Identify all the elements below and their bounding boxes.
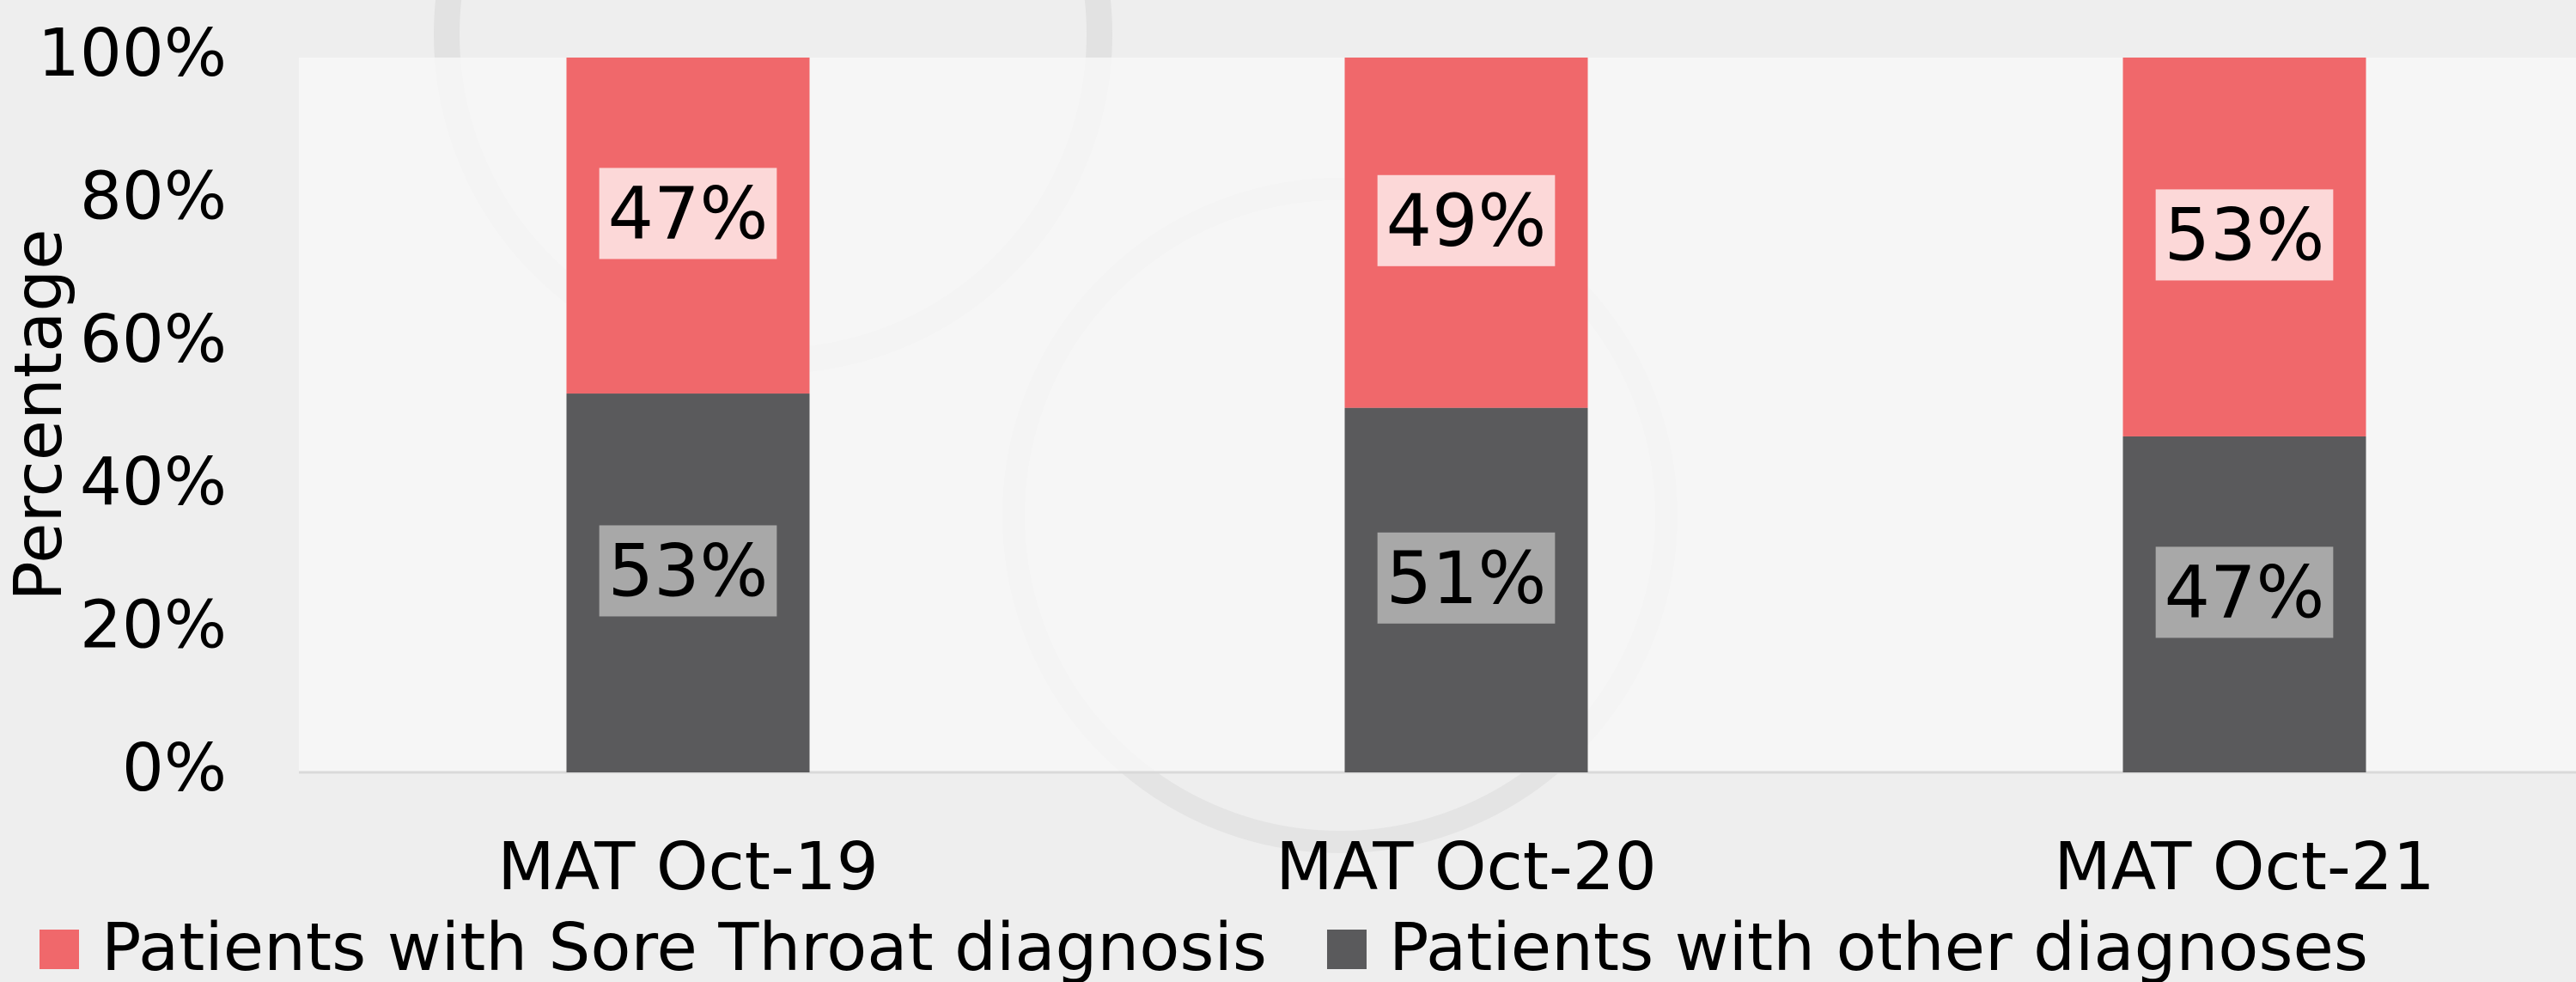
data-label-box bbox=[599, 168, 777, 259]
y-tick-label: 40% bbox=[80, 444, 227, 521]
legend-swatch bbox=[1326, 930, 1367, 969]
data-label: 51% bbox=[1386, 536, 1547, 620]
data-label: 47% bbox=[608, 171, 769, 255]
legend-swatch bbox=[40, 930, 79, 969]
data-label: 47% bbox=[2165, 550, 2325, 634]
data-label-box bbox=[1377, 532, 1556, 624]
y-tick-label: 80% bbox=[80, 158, 227, 235]
y-axis-label: Percentage bbox=[1, 229, 77, 601]
y-tick-label: 20% bbox=[80, 588, 227, 664]
x-tick-label: MAT Oct-21 bbox=[2054, 829, 2435, 906]
legend-label: Patients with other diagnoses bbox=[1389, 910, 2368, 982]
data-label: 49% bbox=[1386, 179, 1547, 263]
y-tick-label: 60% bbox=[80, 302, 227, 378]
legend-label: Patients with Sore Throat diagnosis bbox=[101, 910, 1267, 982]
y-tick-label: 0% bbox=[122, 730, 227, 807]
data-label-box bbox=[599, 525, 777, 617]
x-tick-label: MAT Oct-20 bbox=[1276, 829, 1657, 906]
data-label-box bbox=[2155, 189, 2334, 281]
data-label-box bbox=[1377, 174, 1556, 266]
data-label: 53% bbox=[608, 528, 769, 613]
y-tick-label: 100% bbox=[38, 15, 227, 92]
data-label-box bbox=[2155, 546, 2334, 638]
x-tick-label: MAT Oct-19 bbox=[497, 829, 879, 906]
data-label: 53% bbox=[2165, 192, 2325, 277]
